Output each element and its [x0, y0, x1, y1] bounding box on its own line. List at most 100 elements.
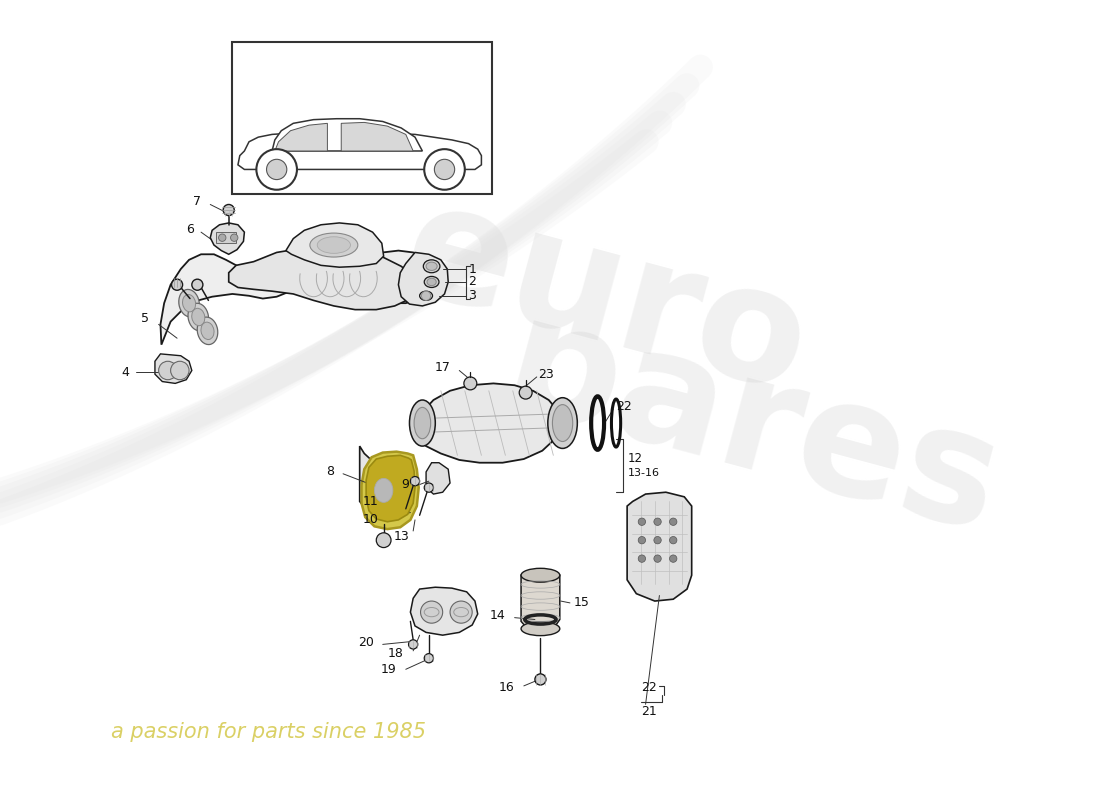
Text: 21: 21 [641, 706, 657, 718]
Text: 5: 5 [142, 312, 150, 326]
Circle shape [172, 279, 183, 290]
Circle shape [434, 159, 454, 179]
Text: 10: 10 [362, 514, 378, 526]
Circle shape [219, 234, 225, 242]
Circle shape [653, 537, 661, 544]
Ellipse shape [317, 237, 351, 254]
Text: 8: 8 [326, 465, 334, 478]
Text: 6: 6 [186, 223, 194, 236]
Ellipse shape [191, 308, 205, 326]
Ellipse shape [548, 398, 578, 449]
Circle shape [670, 555, 676, 562]
Polygon shape [398, 253, 448, 306]
Polygon shape [365, 470, 404, 510]
Circle shape [191, 279, 202, 290]
Text: 14: 14 [490, 610, 505, 622]
Circle shape [638, 537, 646, 544]
Polygon shape [417, 383, 561, 462]
Circle shape [653, 518, 661, 526]
Polygon shape [155, 354, 191, 383]
Circle shape [376, 533, 390, 547]
Polygon shape [410, 587, 477, 635]
Polygon shape [627, 492, 692, 601]
Text: 15: 15 [573, 596, 590, 610]
Ellipse shape [197, 317, 218, 345]
Bar [232, 42, 493, 194]
Circle shape [425, 149, 465, 190]
Circle shape [408, 640, 418, 649]
Ellipse shape [552, 405, 573, 442]
Text: 7: 7 [192, 195, 201, 208]
Circle shape [425, 483, 433, 492]
Ellipse shape [409, 400, 436, 446]
Ellipse shape [521, 622, 560, 636]
Ellipse shape [179, 290, 199, 317]
Text: 16: 16 [499, 682, 515, 694]
Circle shape [638, 555, 646, 562]
Text: 11: 11 [362, 495, 378, 508]
Bar [216, 232, 236, 243]
Circle shape [519, 386, 532, 399]
Polygon shape [275, 123, 328, 151]
Circle shape [223, 205, 234, 215]
Text: 12: 12 [628, 452, 643, 465]
Ellipse shape [424, 260, 440, 273]
Text: 3: 3 [469, 290, 476, 302]
Ellipse shape [201, 322, 214, 339]
Circle shape [670, 518, 676, 526]
Circle shape [158, 362, 177, 380]
Circle shape [450, 601, 472, 623]
Polygon shape [366, 455, 415, 522]
Circle shape [425, 654, 433, 663]
Polygon shape [286, 223, 384, 267]
Polygon shape [210, 223, 244, 254]
Circle shape [535, 674, 546, 685]
Text: 17: 17 [434, 362, 450, 374]
Circle shape [256, 149, 297, 190]
Ellipse shape [183, 294, 196, 312]
Circle shape [231, 234, 238, 242]
Ellipse shape [370, 473, 397, 508]
Text: 13: 13 [394, 530, 409, 543]
Circle shape [410, 477, 419, 486]
Circle shape [421, 291, 431, 300]
Ellipse shape [188, 303, 209, 330]
Polygon shape [426, 462, 450, 494]
Text: 13-16: 13-16 [628, 468, 660, 478]
Text: 20: 20 [358, 636, 374, 649]
Polygon shape [161, 250, 433, 345]
Text: 22: 22 [641, 682, 657, 694]
Text: 2: 2 [469, 275, 476, 289]
Polygon shape [341, 122, 414, 151]
Ellipse shape [414, 407, 431, 438]
Circle shape [638, 518, 646, 526]
Text: 4: 4 [121, 366, 129, 379]
Polygon shape [362, 452, 419, 529]
Circle shape [653, 555, 661, 562]
Ellipse shape [426, 262, 437, 270]
Ellipse shape [425, 277, 439, 287]
Circle shape [464, 377, 476, 390]
Polygon shape [229, 248, 417, 310]
Polygon shape [360, 446, 409, 515]
Polygon shape [238, 133, 482, 170]
Polygon shape [272, 118, 422, 151]
Text: euro: euro [387, 170, 824, 426]
Ellipse shape [374, 478, 393, 502]
Text: pares: pares [488, 287, 1016, 568]
Text: 18: 18 [388, 647, 404, 660]
Text: a passion for parts since 1985: a passion for parts since 1985 [111, 722, 426, 742]
Circle shape [266, 159, 287, 179]
Ellipse shape [419, 291, 432, 300]
Text: 1: 1 [469, 262, 476, 275]
Ellipse shape [427, 278, 437, 286]
Ellipse shape [310, 233, 358, 257]
Polygon shape [521, 575, 560, 630]
Text: 19: 19 [381, 662, 397, 676]
Circle shape [420, 601, 442, 623]
Circle shape [670, 537, 676, 544]
Text: 9: 9 [402, 478, 409, 491]
Ellipse shape [521, 568, 560, 582]
Circle shape [170, 362, 189, 380]
Text: 22: 22 [616, 400, 631, 413]
